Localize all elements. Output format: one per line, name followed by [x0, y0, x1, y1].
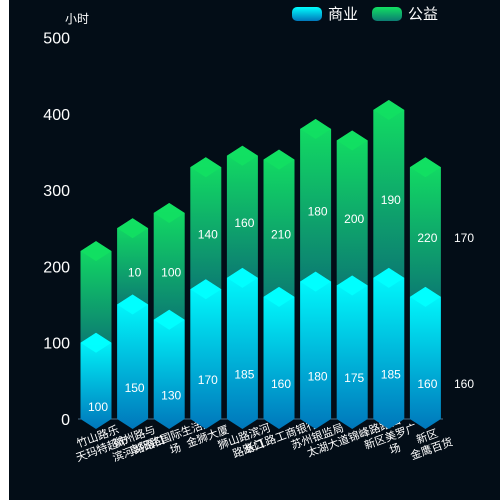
legend-label-public: 公益 — [408, 5, 439, 23]
y-axis-unit-label: 小时 — [65, 12, 90, 26]
bar-commercial-cap — [300, 271, 332, 292]
data-label-public: 160 — [234, 216, 254, 230]
data-label-commercial: 160 — [454, 377, 474, 391]
bar-commercial — [80, 332, 112, 429]
bar-commercial-cap — [153, 309, 185, 330]
data-label-commercial: 130 — [161, 388, 181, 402]
bar-commercial-cap — [190, 279, 222, 300]
bar-public-cap — [117, 218, 149, 239]
bar-commercial-cap — [373, 267, 405, 288]
bar-commercial — [300, 271, 332, 429]
bar-commercial — [226, 267, 258, 429]
legend-swatch-public — [372, 6, 403, 21]
bar-public — [153, 202, 185, 320]
bar-commercial-cap — [336, 275, 368, 296]
data-label-commercial: 175 — [344, 371, 364, 385]
y-tick-label: 100 — [43, 336, 70, 353]
data-label-public: 200 — [344, 212, 364, 226]
bar-commercial — [409, 286, 441, 429]
bar-public — [190, 157, 222, 290]
bar-public-cap — [153, 202, 185, 223]
bar-commercial — [336, 275, 368, 429]
data-label-commercial: 180 — [308, 369, 328, 383]
bar-public-cap — [226, 145, 258, 166]
legend-label-commercial: 商业 — [328, 5, 359, 23]
bar-commercial-cap — [409, 286, 441, 307]
data-label-public: 220 — [417, 231, 437, 245]
bar-public-cap — [336, 130, 368, 151]
bar-public — [336, 130, 368, 286]
data-label-public: 170 — [454, 231, 474, 245]
data-label-public: 140 — [198, 227, 218, 241]
data-label-commercial: 185 — [381, 367, 401, 381]
bar-commercial-cap — [80, 332, 112, 353]
bar-commercial — [153, 309, 185, 429]
data-label-public: 180 — [308, 204, 328, 218]
data-label-public: 210 — [271, 227, 291, 241]
bar-public-cap — [373, 99, 405, 120]
y-tick-label: 300 — [43, 183, 70, 200]
bar-commercial-cap — [117, 294, 149, 315]
left-edge-strip — [0, 0, 9, 500]
data-label-commercial: 160 — [417, 377, 437, 391]
bar-public — [226, 145, 258, 278]
bar-public — [263, 149, 295, 297]
bar-commercial — [373, 267, 405, 429]
y-tick-label: 500 — [43, 31, 70, 48]
data-label-commercial: 160 — [271, 377, 291, 391]
bar-public — [80, 241, 112, 343]
legend-item-commercial[interactable]: 商业 — [292, 3, 358, 24]
bar-public-cap — [409, 157, 441, 178]
bar-public — [409, 157, 441, 297]
bar-commercial-cap — [263, 286, 295, 307]
bar-commercial — [263, 286, 295, 429]
y-tick-label: 400 — [43, 107, 70, 124]
bar-public-cap — [80, 241, 112, 262]
data-label-public: 100 — [161, 265, 181, 279]
bar-public — [300, 119, 332, 282]
bar-public — [117, 218, 149, 305]
y-tick-label: 200 — [43, 259, 70, 276]
bar-public-cap — [190, 157, 222, 178]
bar-public-cap — [300, 119, 332, 140]
data-label-commercial: 100 — [88, 400, 108, 414]
bar-commercial-cap — [226, 267, 258, 288]
y-tick-label: 0 — [61, 412, 70, 429]
data-label-public: 10 — [128, 265, 142, 279]
bar-public — [373, 99, 405, 278]
data-label-public: 190 — [381, 193, 401, 207]
legend-swatch-commercial — [292, 6, 322, 21]
data-label-commercial: 170 — [198, 373, 218, 387]
data-label-commercial: 150 — [125, 381, 145, 395]
bar-commercial — [117, 294, 149, 429]
bar-public-cap — [263, 149, 295, 170]
legend-item-public[interactable]: 公益 — [372, 3, 438, 24]
bar-commercial — [190, 279, 222, 429]
legend: 商业 公益 — [292, 3, 438, 24]
data-label-commercial: 185 — [234, 367, 254, 381]
